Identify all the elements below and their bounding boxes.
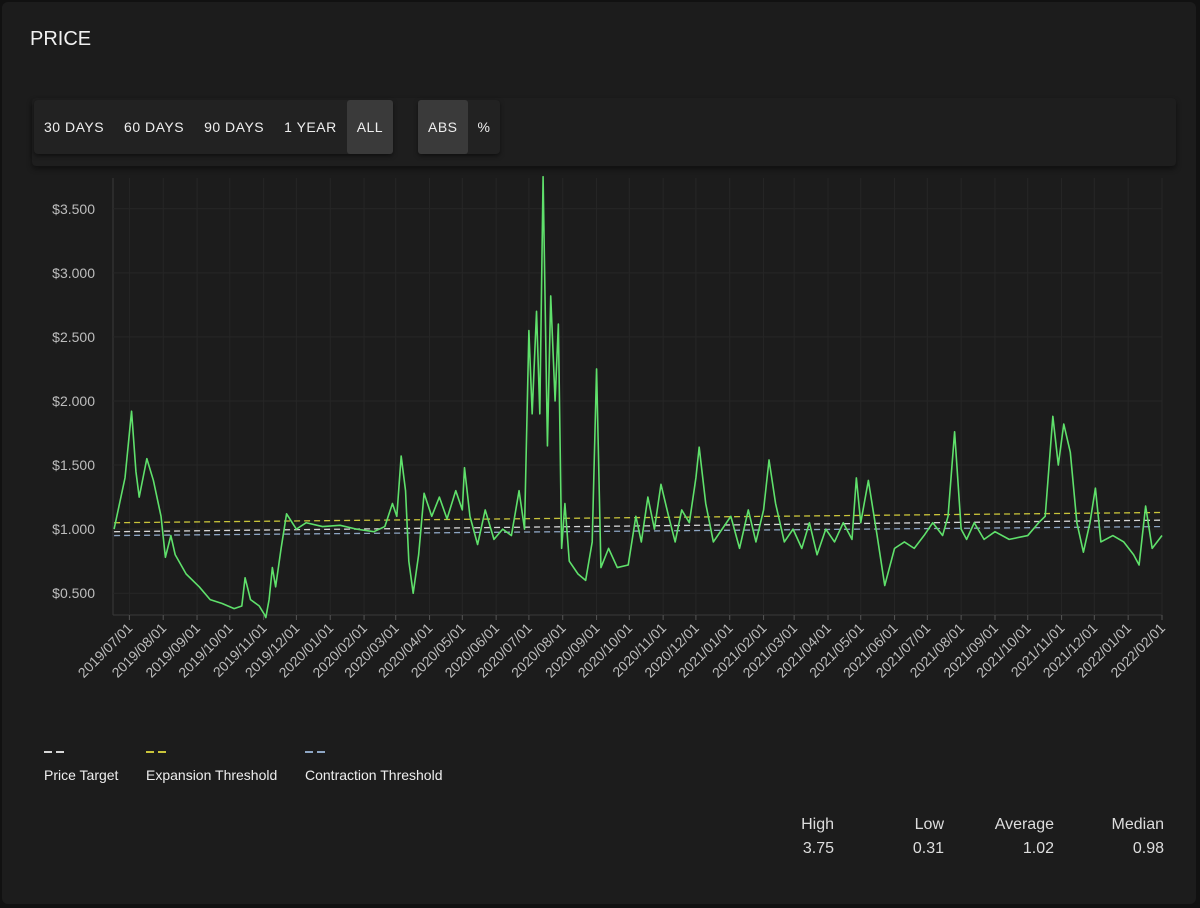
mode-group: ABS%: [418, 100, 501, 154]
y-tick-label: $1.500: [52, 457, 95, 473]
title: PRICE: [30, 28, 92, 50]
stats: High 3.75 Low 0.31 Average 1.02 Median 0.98: [724, 816, 1164, 864]
range-button[interactable]: 90 DAYS: [204, 119, 265, 135]
range-group: 30 DAYS 60 DAYS 90 DAYS 1 YEAR ALL: [34, 100, 394, 154]
stat-label: Low: [914, 816, 944, 833]
stat-label: Median: [1111, 816, 1164, 833]
y-tick-label: $3.000: [52, 265, 95, 281]
stat: Low 0.31: [834, 816, 944, 864]
y-tick-label: $3.500: [52, 201, 95, 217]
stat: Median 0.98: [1054, 816, 1164, 864]
mode-button[interactable]: ABS: [418, 100, 468, 154]
legend-label: Price Target: [44, 767, 119, 783]
y-tick-label: $0.500: [52, 585, 95, 601]
stat-value: 3.75: [802, 840, 834, 857]
stat: Average 1.02: [944, 816, 1054, 864]
y-tick-label: $2.000: [52, 393, 95, 409]
stat-label: Average: [994, 816, 1054, 833]
mode-button[interactable]: %: [477, 119, 491, 135]
y-tick-label: $1.000: [52, 521, 95, 537]
stat-value: 1.02: [1022, 840, 1054, 857]
stat-value: 0.98: [1132, 840, 1164, 857]
stat: High 3.75: [724, 816, 834, 864]
range-button[interactable]: 60 DAYS: [124, 119, 185, 135]
range-button[interactable]: 1 YEAR: [284, 119, 337, 135]
threshold-line: [114, 525, 1163, 537]
legend-label: Contraction Threshold: [305, 767, 442, 783]
threshold-line: [114, 511, 1163, 524]
range-button[interactable]: 30 DAYS: [44, 119, 105, 135]
range-button[interactable]: ALL: [346, 100, 394, 154]
price-line: [113, 175, 1163, 619]
toolbar: 30 DAYS 60 DAYS 90 DAYS 1 YEAR ALL ABS%: [32, 98, 1176, 166]
y-tick-label: $2.500: [52, 329, 95, 345]
legend-label: Expansion Threshold: [146, 767, 277, 783]
stat-value: 0.31: [912, 840, 944, 857]
stat-label: High: [801, 816, 834, 833]
